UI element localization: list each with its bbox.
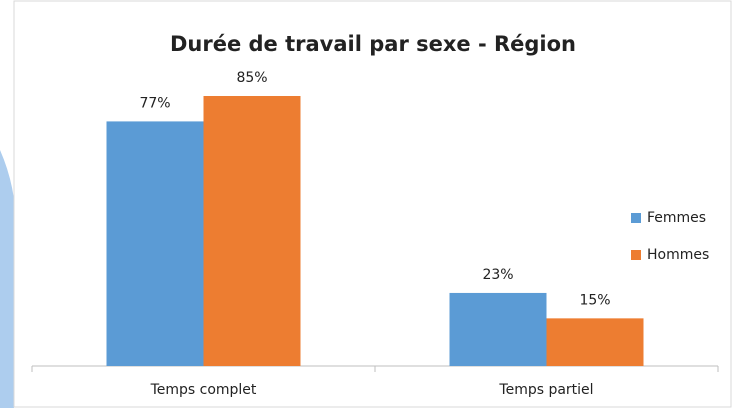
data-label: 77% (139, 95, 170, 111)
legend-swatch (631, 250, 641, 260)
legend-swatch (631, 213, 641, 223)
bar (449, 292, 547, 366)
x-tick-label: Temps partiel (498, 382, 593, 398)
legend-label: Femmes (647, 210, 706, 226)
data-label: 85% (236, 70, 267, 86)
bar (203, 96, 301, 366)
data-label: 23% (482, 267, 513, 283)
bar (106, 121, 204, 366)
data-label: 15% (579, 292, 610, 308)
legend-label: Hommes (647, 247, 709, 263)
decoration (0, 150, 17, 408)
x-tick-label: Temps complet (150, 382, 257, 398)
chart-title: Durée de travail par sexe - Région (170, 32, 576, 56)
bar (546, 318, 644, 366)
